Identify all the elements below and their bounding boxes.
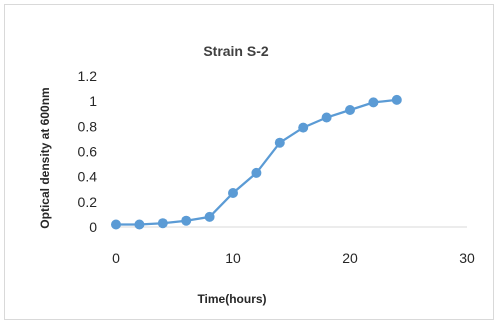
- series-line: [116, 98, 397, 226]
- data-point: [228, 188, 238, 198]
- data-point: [321, 112, 332, 123]
- chart-frame: [4, 4, 494, 320]
- data-point: [111, 219, 121, 230]
- x-tick-label: 30: [459, 250, 475, 266]
- y-tick-label: 1: [89, 93, 97, 109]
- data-points: [111, 94, 402, 230]
- data-point: [274, 137, 285, 148]
- x-tick-label: 0: [112, 250, 120, 266]
- data-point: [157, 218, 168, 229]
- y-tick-label: 0.4: [78, 169, 98, 185]
- y-axis-ticks: 0 0.2 0.4 0.6 0.8 1 1.2: [78, 68, 98, 235]
- data-point: [251, 167, 262, 178]
- y-tick-label: 1.2: [78, 68, 98, 84]
- chart-title: Strain S-2: [203, 43, 269, 59]
- data-point: [368, 97, 379, 108]
- x-tick-label: 10: [225, 250, 241, 266]
- data-point: [391, 94, 402, 105]
- data-point: [204, 211, 215, 222]
- data-point: [181, 215, 192, 226]
- data-point: [345, 105, 355, 115]
- x-tick-label: 20: [342, 250, 358, 266]
- data-point: [134, 219, 145, 230]
- y-tick-label: 0.2: [78, 194, 98, 210]
- x-axis-ticks: 0 10 20 30: [112, 250, 475, 266]
- y-axis-label: Optical density at 600nm: [38, 87, 52, 228]
- y-tick-label: 0: [89, 219, 97, 235]
- y-tick-label: 0.6: [78, 144, 98, 160]
- data-point: [298, 122, 309, 133]
- x-axis-label: Time(hours): [197, 292, 266, 306]
- y-tick-label: 0.8: [78, 118, 98, 134]
